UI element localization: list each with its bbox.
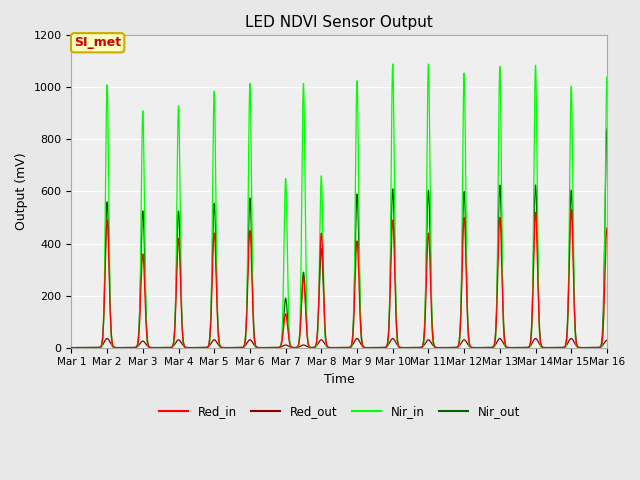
Nir_in bbox=[568, 132, 576, 137]
Nir_out bbox=[201, 345, 209, 350]
Text: SI_met: SI_met bbox=[74, 36, 121, 49]
Nir_in bbox=[392, 265, 399, 271]
Red_out bbox=[392, 339, 399, 345]
Legend: Red_in, Red_out, Nir_in, Nir_out: Red_in, Red_out, Nir_in, Nir_out bbox=[154, 400, 525, 423]
Red_out bbox=[321, 341, 328, 347]
Red_in bbox=[321, 319, 328, 324]
Line: Nir_in: Nir_in bbox=[72, 64, 607, 348]
Red_in bbox=[392, 290, 399, 296]
Nir_out bbox=[568, 206, 576, 212]
Red_in bbox=[68, 345, 76, 350]
Line: Red_out: Red_out bbox=[72, 338, 607, 348]
Red_in bbox=[568, 207, 575, 213]
Nir_out bbox=[321, 322, 328, 328]
Nir_out bbox=[451, 345, 459, 350]
Red_in bbox=[603, 225, 611, 231]
Red_out bbox=[451, 345, 459, 350]
Nir_in bbox=[424, 61, 432, 67]
Nir_out bbox=[392, 277, 399, 283]
Nir_in bbox=[68, 345, 76, 350]
Red_out bbox=[568, 336, 576, 342]
X-axis label: Time: Time bbox=[324, 373, 355, 386]
Nir_in bbox=[201, 345, 209, 350]
Title: LED NDVI Sensor Output: LED NDVI Sensor Output bbox=[245, 15, 433, 30]
Nir_in bbox=[321, 326, 328, 332]
Nir_out bbox=[603, 126, 611, 132]
Red_out bbox=[68, 345, 76, 350]
Line: Nir_out: Nir_out bbox=[72, 129, 607, 348]
Red_out bbox=[412, 345, 419, 350]
Bar bbox=[72, 36, 607, 348]
Red_out bbox=[201, 345, 209, 350]
Red_out bbox=[603, 337, 611, 343]
Nir_out bbox=[412, 345, 419, 350]
Red_in bbox=[201, 345, 209, 350]
Red_in bbox=[412, 345, 419, 350]
Nir_in bbox=[603, 74, 611, 80]
Y-axis label: Output (mV): Output (mV) bbox=[15, 153, 28, 230]
Red_in bbox=[568, 224, 576, 230]
Nir_in bbox=[412, 345, 419, 350]
Nir_out bbox=[68, 345, 76, 350]
Red_out bbox=[353, 336, 361, 341]
Red_in bbox=[451, 345, 459, 350]
Nir_in bbox=[451, 345, 459, 350]
Line: Red_in: Red_in bbox=[72, 210, 607, 348]
